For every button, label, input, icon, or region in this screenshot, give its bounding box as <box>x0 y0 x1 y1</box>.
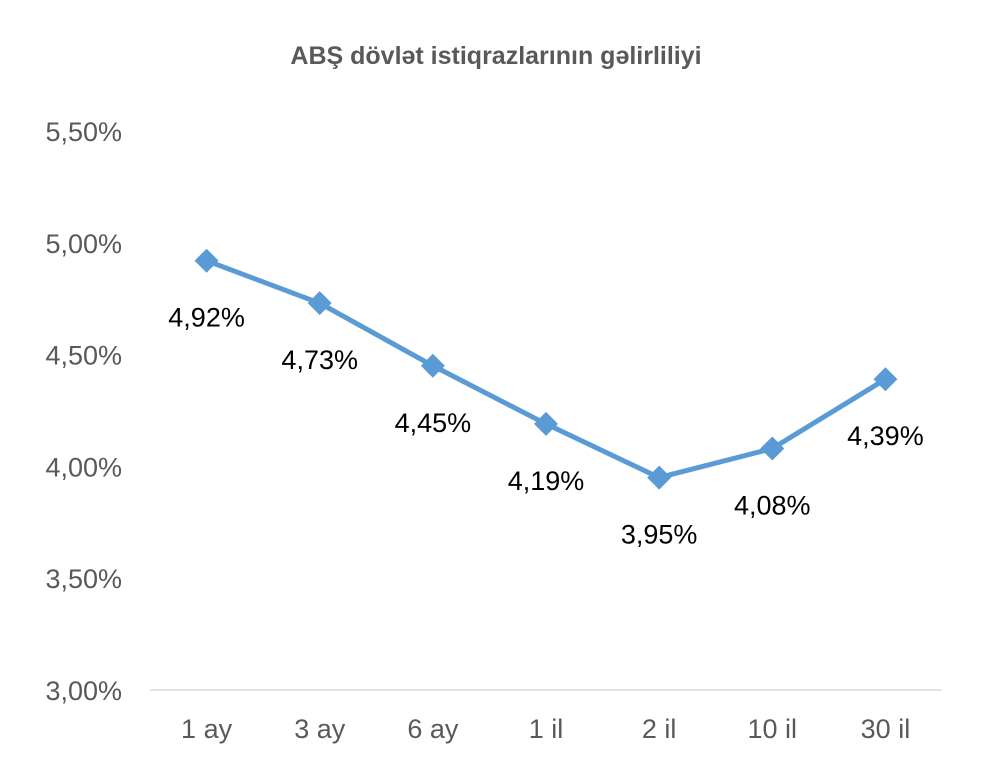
y-tick-label: 3,00% <box>45 676 122 706</box>
data-point-marker <box>647 465 672 490</box>
y-axis: 3,00% 3,50% 4,00% 4,50% 5,00% 5,50% <box>45 117 122 706</box>
data-point-marker <box>760 436 785 461</box>
y-tick-label: 4,00% <box>45 452 122 482</box>
data-point-marker <box>534 411 558 436</box>
data-point-marker <box>420 353 445 378</box>
y-tick-label: 5,50% <box>45 117 122 147</box>
data-label: 3,95% <box>621 520 698 550</box>
data-label: 4,73% <box>281 345 358 375</box>
x-tick-label: 2 il <box>642 714 677 744</box>
data-label: 4,19% <box>508 466 585 496</box>
data-point-marker <box>307 291 332 316</box>
data-point-marker <box>194 248 219 273</box>
y-tick-label: 3,50% <box>45 564 122 594</box>
x-tick-label: 6 ay <box>407 714 459 744</box>
chart-title: ABŞ dövlət istiqrazlarının gəlirliliyi <box>290 42 701 70</box>
x-tick-label: 3 ay <box>294 714 346 744</box>
x-axis: 1 ay 3 ay 6 ay 1 il 2 il 10 il 30 il <box>150 689 942 744</box>
data-label: 4,39% <box>847 421 924 451</box>
x-tick-label: 10 il <box>748 714 798 744</box>
x-tick-label: 30 il <box>861 714 911 744</box>
y-tick-label: 4,50% <box>45 341 122 371</box>
data-labels: 4,92% 4,73% 4,45% 4,19% 3,95% 4,08% 4,39% <box>168 303 923 550</box>
x-tick-label: 1 il <box>529 714 564 744</box>
data-point-marker <box>873 367 898 392</box>
data-label: 4,92% <box>168 303 245 333</box>
data-label: 4,45% <box>395 408 472 438</box>
series-line <box>194 248 898 490</box>
data-label: 4,08% <box>734 491 811 521</box>
x-tick-label: 1 ay <box>181 714 233 744</box>
y-tick-label: 5,00% <box>45 229 122 259</box>
